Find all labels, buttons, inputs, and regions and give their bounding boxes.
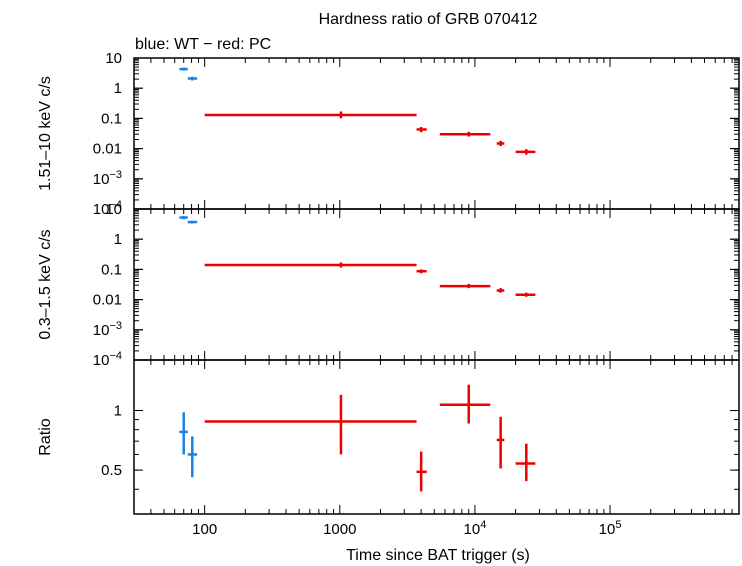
panel-frame	[133, 208, 740, 361]
data-point	[187, 76, 198, 81]
data-point	[439, 283, 491, 289]
panel-ratio: 1 0.5 Ratio 100 1000 104 105	[37, 359, 740, 538]
y-axis-label: 0.3–1.5 keV c/s	[37, 229, 54, 339]
panel-frame	[133, 359, 740, 515]
data-point	[515, 443, 536, 482]
data-point	[416, 451, 427, 492]
data-point	[496, 416, 505, 469]
data-point	[204, 111, 417, 119]
y-tick-label: 10−3	[93, 320, 122, 339]
series-pc	[204, 262, 536, 297]
y-axis-label: 1.51–10 keV c/s	[37, 76, 54, 191]
y-tick-label: 1	[114, 80, 122, 97]
data-point	[179, 215, 188, 220]
y-tick-label: 10	[105, 50, 122, 67]
x-tick-label: 100	[192, 521, 217, 538]
panel-soft: 10 1 0.1 0.01 10−3 10−4 0.3–1.5 keV c/s	[37, 201, 740, 369]
series-wt	[179, 67, 198, 81]
x-tick-label: 1000	[323, 521, 356, 538]
data-point	[515, 149, 536, 155]
x-axis-label: Time since BAT trigger (s)	[346, 547, 530, 564]
data-point	[179, 67, 188, 71]
data-point	[204, 394, 417, 455]
chart-subtitle: blue: WT − red: PC	[135, 36, 271, 53]
x-tick-label: 105	[599, 519, 622, 538]
x-tick-label: 104	[464, 519, 487, 538]
series-wt	[179, 215, 198, 224]
y-tick-label: 1	[114, 231, 122, 248]
series-wt	[179, 412, 198, 478]
y-tick-label: 0.1	[101, 261, 122, 278]
data-point	[416, 126, 427, 133]
series-pc	[204, 111, 536, 155]
y-tick-label: 0.01	[93, 141, 122, 158]
y-tick-label: 10	[105, 201, 122, 218]
chart-panels: 10 1 0.1 0.01 10−3 10−4 1.51–10 keV c/s 10 1 0.1 0…	[37, 50, 740, 538]
data-point	[496, 140, 505, 146]
data-point	[204, 262, 417, 268]
y-tick-label: 1	[114, 403, 122, 420]
data-point	[439, 131, 491, 137]
y-tick-label: 0.01	[93, 292, 122, 309]
series-pc	[204, 384, 536, 492]
data-point	[179, 412, 188, 455]
data-point	[187, 436, 198, 478]
y-tick-label: 10−4	[93, 350, 122, 369]
y-axis-label: Ratio	[37, 418, 54, 455]
y-tick-label: 10−3	[93, 169, 122, 188]
chart-title: Hardness ratio of GRB 070412	[319, 11, 538, 28]
panel-frame	[133, 57, 740, 210]
y-tick-label: 0.5	[101, 462, 122, 479]
data-point	[416, 269, 427, 274]
data-point	[496, 288, 505, 293]
data-point	[515, 292, 536, 297]
y-tick-label: 0.1	[101, 110, 122, 127]
data-point	[187, 220, 198, 224]
data-point	[439, 384, 491, 424]
